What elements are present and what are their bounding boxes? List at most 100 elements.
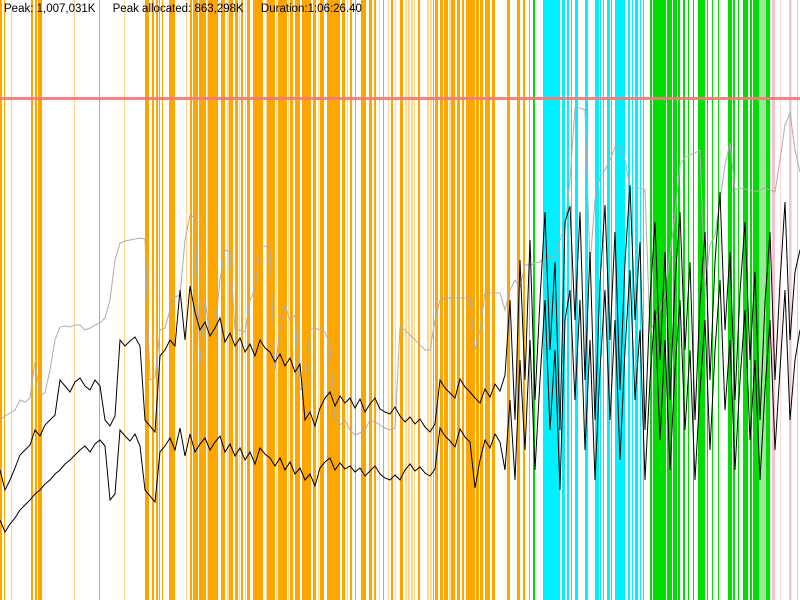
phase-band bbox=[388, 0, 389, 600]
phase-band bbox=[400, 0, 403, 600]
phase-band bbox=[435, 0, 438, 600]
phase-band bbox=[575, 0, 578, 600]
phase-band bbox=[159, 0, 160, 600]
phase-band bbox=[35, 0, 37, 600]
phase-band bbox=[733, 0, 735, 600]
phase-band bbox=[507, 0, 510, 600]
phase-band bbox=[543, 0, 560, 600]
phase-band bbox=[615, 0, 625, 600]
phase-band bbox=[529, 0, 530, 600]
phase-band bbox=[318, 0, 319, 600]
phase-band bbox=[379, 0, 380, 600]
phase-band bbox=[743, 0, 748, 600]
phase-band bbox=[4, 0, 5, 600]
chart-summary-bar: Peak: 1,007,031K Peak allocated: 863,298… bbox=[4, 3, 376, 15]
phase-band bbox=[302, 0, 311, 600]
phase-band bbox=[229, 0, 233, 600]
phase-band bbox=[444, 0, 448, 600]
phase-band bbox=[533, 0, 535, 600]
phase-band bbox=[342, 0, 345, 600]
phase-band bbox=[11, 0, 12, 600]
phase-band bbox=[227, 0, 229, 600]
phase-band bbox=[411, 0, 413, 600]
phase-band bbox=[350, 0, 352, 600]
phase-band bbox=[156, 0, 158, 600]
phase-band bbox=[430, 0, 432, 600]
phase-band bbox=[433, 0, 434, 600]
phase-band bbox=[74, 0, 75, 600]
phase-band bbox=[789, 0, 791, 600]
allocated-memory-lower-line bbox=[0, 269, 800, 534]
phase-band bbox=[31, 0, 33, 600]
phase-band bbox=[780, 0, 781, 600]
phase-band bbox=[347, 0, 348, 600]
phase-band bbox=[640, 0, 641, 600]
phase-band bbox=[750, 0, 752, 600]
phase-band bbox=[678, 0, 680, 600]
phase-band bbox=[492, 0, 495, 600]
phase-band bbox=[405, 0, 407, 600]
phase-band bbox=[650, 0, 652, 600]
phase-band bbox=[712, 0, 713, 600]
phase-band bbox=[698, 0, 705, 600]
phase-band bbox=[449, 0, 451, 600]
phase-band bbox=[99, 0, 100, 600]
phase-band bbox=[797, 0, 798, 600]
phase-band bbox=[523, 0, 525, 600]
phase-band bbox=[199, 0, 206, 600]
phase-band bbox=[247, 0, 250, 600]
phase-band bbox=[600, 0, 601, 600]
phase-band bbox=[427, 0, 429, 600]
peak-threshold-line bbox=[0, 97, 800, 100]
phase-band bbox=[253, 0, 263, 600]
phase-band bbox=[245, 0, 246, 600]
phase-band bbox=[728, 0, 732, 600]
phase-band bbox=[374, 0, 376, 600]
phase-band bbox=[235, 0, 238, 600]
phase-band bbox=[667, 0, 672, 600]
peak-allocated-label: Peak allocated: 863,298K bbox=[112, 3, 244, 15]
phase-band bbox=[162, 0, 163, 600]
phase-band bbox=[643, 0, 644, 600]
phase-band bbox=[595, 0, 599, 600]
phase-band bbox=[241, 0, 243, 600]
phase-band bbox=[186, 0, 187, 600]
phase-band bbox=[276, 0, 277, 600]
phase-band bbox=[152, 0, 154, 600]
phase-band bbox=[239, 0, 240, 600]
duration-label: Duration:1:06:26.40 bbox=[260, 3, 362, 15]
phase-band bbox=[267, 0, 275, 600]
phase-band bbox=[693, 0, 694, 600]
phase-band bbox=[290, 0, 293, 600]
phase-band bbox=[451, 0, 455, 600]
phase-band bbox=[462, 0, 464, 600]
phase-band bbox=[418, 0, 420, 600]
phase-band bbox=[653, 0, 666, 600]
phase-band bbox=[457, 0, 460, 600]
phase-band bbox=[38, 0, 42, 600]
phase-band bbox=[766, 0, 770, 600]
phase-band bbox=[193, 0, 198, 600]
phase-band bbox=[383, 0, 384, 600]
phase-band bbox=[772, 0, 775, 600]
phase-band bbox=[395, 0, 396, 600]
allocated-memory-upper-line bbox=[0, 184, 800, 492]
phase-band bbox=[266, 0, 267, 600]
phase-band bbox=[738, 0, 739, 600]
phase-band bbox=[759, 0, 766, 600]
phase-band bbox=[320, 0, 324, 600]
phase-band bbox=[169, 0, 175, 600]
phase-band bbox=[355, 0, 356, 600]
phase-band bbox=[221, 0, 225, 600]
phase-band bbox=[485, 0, 490, 600]
phase-band bbox=[288, 0, 289, 600]
phase-band bbox=[688, 0, 689, 600]
phase-band bbox=[440, 0, 443, 600]
phase-band bbox=[480, 0, 483, 600]
peak-value-label: Peak: 1,007,031K bbox=[4, 3, 96, 15]
phase-band bbox=[0, 0, 2, 600]
phase-band bbox=[124, 0, 125, 600]
phase-band bbox=[190, 0, 192, 600]
